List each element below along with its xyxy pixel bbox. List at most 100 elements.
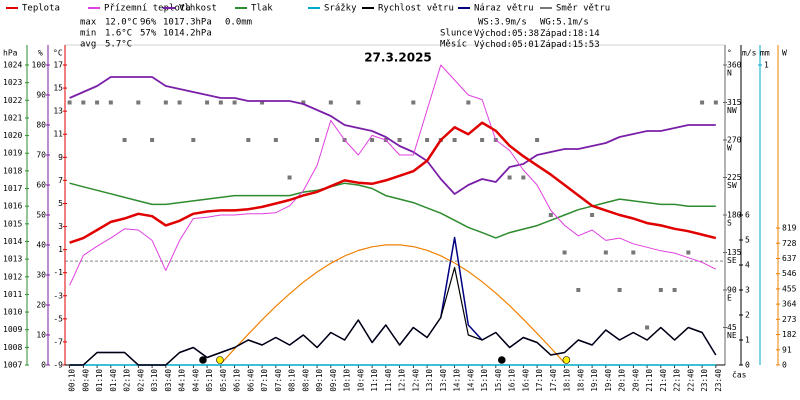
axis-unit: mm <box>760 49 770 58</box>
y-tick-label: 1012 <box>3 272 22 281</box>
y-tick-name: SW <box>727 181 737 190</box>
direction-point <box>397 138 402 142</box>
y-tick-label: 546 <box>782 269 797 278</box>
legend-label: Tlak <box>251 4 273 14</box>
series-line <box>69 266 717 366</box>
y-tick-label: 0 <box>745 361 750 370</box>
y-tick-name: NE <box>727 331 737 340</box>
x-tick-label: 06:10 <box>233 369 242 392</box>
stat-label: avg <box>80 40 96 50</box>
direction-point <box>590 213 595 217</box>
y-tick-label: 1018 <box>3 166 22 175</box>
x-tick-label: 16:10 <box>508 369 517 392</box>
sun-marker <box>562 356 571 364</box>
x-tick-label: 13:40 <box>439 369 448 392</box>
legend-label: Směr větru <box>556 4 610 14</box>
legend-label: Teplota <box>22 4 60 14</box>
y-tick-label: -9 <box>53 361 63 370</box>
y-tick-label: 0 <box>41 361 46 370</box>
direction-point <box>122 138 127 142</box>
x-tick-label: 11:10 <box>370 369 379 392</box>
rise-time: 05:38 <box>512 29 539 39</box>
rise-label: Východ: <box>474 40 512 50</box>
direction-point <box>672 288 677 292</box>
x-tick-label: 05:40 <box>219 369 228 392</box>
y-tick-label: 1017 <box>3 184 22 193</box>
direction-point <box>205 100 210 105</box>
x-tick-label: 12:40 <box>411 369 420 392</box>
y-tick-label: 1021 <box>3 113 22 122</box>
y-tick-label: 180 <box>727 211 742 220</box>
y-tick-label: 7 <box>58 176 63 185</box>
direction-point <box>136 100 141 105</box>
axis-unit: °C <box>53 49 63 58</box>
y-tick-label: 3 <box>745 286 750 295</box>
y-tick-label: -5 <box>53 314 63 323</box>
x-tick-label: 20:40 <box>631 369 640 392</box>
y-tick-label: 10 <box>36 331 46 340</box>
sun-marker <box>216 356 224 364</box>
moon-set: Západ:15:53 <box>540 40 600 50</box>
direction-point <box>177 100 182 105</box>
direction-point <box>150 138 155 142</box>
x-tick-label: 16:40 <box>521 369 530 392</box>
y-tick-label: 30 <box>36 271 46 280</box>
direction-point <box>232 100 237 105</box>
x-tick-label: 12:10 <box>398 369 407 392</box>
sun-label: Slunce <box>440 29 473 39</box>
x-tick-label: 03:10 <box>150 369 159 392</box>
rise-time: 05:01 <box>512 40 539 50</box>
direction-point <box>81 100 86 105</box>
legend-label: Vlhkost <box>179 4 217 14</box>
y-tick-label: 225 <box>727 173 742 182</box>
direction-point <box>700 100 705 105</box>
y-tick-name: S <box>727 219 732 228</box>
y-tick-label: 0 <box>782 361 787 370</box>
x-tick-label: 18:10 <box>563 369 572 392</box>
x-tick-label: 07:10 <box>260 369 269 392</box>
moon-label: Měsíc <box>440 40 467 50</box>
y-tick-label: 60 <box>36 181 46 190</box>
axis-unit: % <box>38 49 43 58</box>
y-tick-label: 17 <box>53 61 63 70</box>
x-tick-label: 08:10 <box>288 369 297 392</box>
y-tick-label: 70 <box>36 151 46 160</box>
y-tick-label: 1007 <box>3 361 22 370</box>
axis-unit: hPa <box>3 49 18 58</box>
direction-point <box>328 100 333 105</box>
series-line <box>69 76 716 195</box>
direction-point <box>686 250 691 255</box>
direction-point <box>466 100 471 105</box>
x-tick-label: 07:40 <box>274 369 283 392</box>
y-tick-label: 270 <box>727 136 742 145</box>
y-tick-label: 637 <box>782 254 797 263</box>
set-label: Západ: <box>540 40 573 50</box>
y-tick-label: 80 <box>36 121 46 130</box>
axis-unit: W <box>782 49 787 58</box>
y-tick-name: NW <box>727 106 737 115</box>
direction-point <box>658 288 663 292</box>
y-tick-label: 1013 <box>3 255 22 264</box>
moon-marker <box>199 356 207 364</box>
y-tick-label: 9 <box>58 153 63 162</box>
y-tick-label: 40 <box>36 241 46 250</box>
y-tick-label: 1010 <box>3 308 22 317</box>
set-label: Západ: <box>540 29 573 39</box>
direction-point <box>191 138 196 142</box>
y-tick-label: 100 <box>32 61 47 70</box>
direction-point <box>67 100 72 105</box>
x-tick-label: 19:40 <box>604 369 613 392</box>
y-tick-label: 3 <box>58 222 63 231</box>
y-tick-label: 90 <box>36 91 46 100</box>
x-tick-label: 14:10 <box>453 369 462 392</box>
y-tick-label: 15 <box>53 84 63 93</box>
y-tick-label: 20 <box>36 301 46 310</box>
y-tick-label: 819 <box>782 224 797 233</box>
y-tick-label: 455 <box>782 284 797 293</box>
y-tick-label: 1023 <box>3 78 22 87</box>
direction-point <box>548 213 553 217</box>
direction-point <box>163 100 168 105</box>
direction-point <box>645 325 650 330</box>
x-tick-label: 15:40 <box>494 369 503 392</box>
stat-value: 12.0°C <box>105 18 138 28</box>
